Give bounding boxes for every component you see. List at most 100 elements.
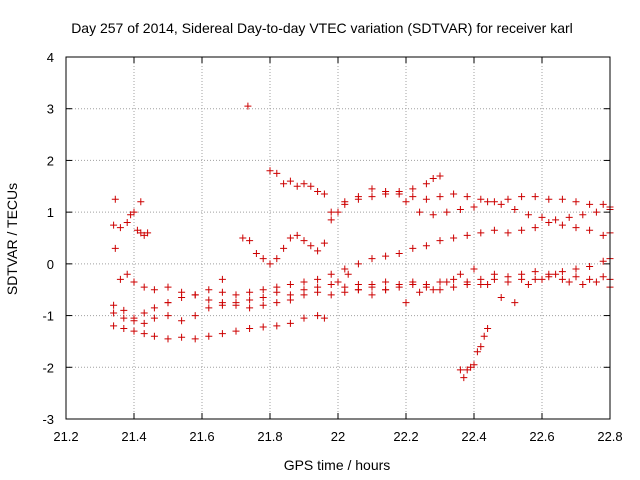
data-point-marker bbox=[436, 172, 444, 180]
data-point-marker bbox=[205, 286, 213, 294]
data-point-marker bbox=[558, 275, 566, 283]
data-point-marker bbox=[218, 288, 226, 296]
data-point-marker bbox=[579, 281, 587, 289]
data-point-marker bbox=[572, 198, 580, 206]
data-point-marker bbox=[191, 335, 199, 343]
series-trace-e bbox=[110, 208, 152, 239]
data-point-marker bbox=[511, 299, 519, 307]
data-point-marker bbox=[599, 273, 607, 281]
data-point-marker bbox=[244, 102, 252, 110]
series-trace-g bbox=[239, 172, 444, 268]
data-point-marker bbox=[460, 374, 468, 382]
data-point-marker bbox=[470, 203, 478, 211]
data-point-marker bbox=[538, 275, 546, 283]
data-point-marker bbox=[273, 299, 281, 307]
data-point-marker bbox=[130, 314, 138, 322]
data-point-marker bbox=[490, 226, 498, 234]
tick-labels: 21.2 21.4 21.6 21.8 22 22.2 22.4 22.6 22.8 -3 -2 -1… bbox=[42, 50, 622, 444]
data-point-marker bbox=[592, 278, 600, 286]
data-point-marker bbox=[205, 296, 213, 304]
data-point-marker bbox=[341, 288, 349, 296]
data-point-marker bbox=[246, 325, 254, 332]
data-point-marker bbox=[286, 296, 294, 304]
data-point-marker bbox=[586, 275, 594, 283]
data-point-marker bbox=[490, 270, 498, 278]
grid bbox=[66, 57, 610, 419]
data-point-marker bbox=[280, 244, 288, 252]
x-tick-label: 22.2 bbox=[393, 429, 418, 444]
data-point-marker bbox=[116, 224, 124, 232]
data-point-marker bbox=[286, 234, 294, 242]
data-point-marker bbox=[416, 288, 424, 296]
data-point-marker bbox=[314, 288, 322, 296]
series-trace-h bbox=[327, 185, 614, 216]
data-point-marker bbox=[477, 229, 485, 237]
data-point-marker bbox=[110, 301, 118, 309]
y-tick-label: 3 bbox=[47, 102, 54, 117]
data-point-marker bbox=[232, 301, 240, 309]
data-point-marker bbox=[273, 322, 281, 330]
data-point-marker bbox=[293, 182, 301, 190]
data-point-marker bbox=[368, 255, 376, 263]
data-point-marker bbox=[140, 283, 148, 291]
data-point-marker bbox=[273, 283, 281, 291]
data-point-marker bbox=[497, 293, 505, 301]
data-point-marker bbox=[314, 275, 322, 283]
y-tick-label: 4 bbox=[47, 50, 54, 65]
data-point-marker bbox=[120, 314, 128, 322]
data-point-marker bbox=[150, 314, 158, 322]
data-point-marker bbox=[531, 268, 539, 276]
data-point-marker bbox=[477, 275, 485, 283]
data-point-marker bbox=[450, 283, 458, 291]
data-point-marker bbox=[205, 332, 213, 340]
data-point-marker bbox=[286, 319, 294, 327]
data-point-marker bbox=[164, 335, 172, 343]
series-trace-a bbox=[110, 273, 614, 327]
data-point-marker bbox=[266, 167, 274, 175]
plot-frame bbox=[65, 56, 611, 420]
data-point-marker bbox=[320, 190, 328, 198]
data-point-marker bbox=[422, 180, 430, 188]
data-point-marker bbox=[327, 270, 335, 278]
data-point-marker bbox=[572, 273, 580, 281]
data-point-marker bbox=[327, 281, 335, 289]
data-point-marker bbox=[579, 211, 587, 219]
series-trace-k bbox=[456, 325, 492, 382]
data-point-marker bbox=[524, 281, 532, 289]
data-point-marker bbox=[344, 270, 352, 278]
x-tick-label: 21.6 bbox=[189, 429, 214, 444]
data-point-marker bbox=[545, 218, 553, 226]
data-point-marker bbox=[368, 185, 376, 193]
data-point-marker bbox=[110, 221, 118, 229]
data-point-marker bbox=[111, 244, 119, 252]
data-point-marker bbox=[354, 286, 362, 294]
series-trace-b bbox=[110, 312, 328, 343]
data-point-marker bbox=[178, 317, 186, 325]
data-point-marker bbox=[144, 229, 152, 237]
data-point-marker bbox=[137, 198, 145, 206]
data-point-marker bbox=[450, 190, 458, 198]
data-point-marker bbox=[504, 195, 512, 203]
data-point-marker bbox=[110, 322, 118, 330]
data-point-marker bbox=[259, 301, 267, 309]
data-point-marker bbox=[178, 288, 186, 296]
y-tick-label: 2 bbox=[47, 153, 54, 168]
data-point-marker bbox=[320, 239, 328, 247]
data-point-marker bbox=[218, 299, 226, 307]
data-point-marker bbox=[286, 177, 294, 185]
data-point-marker bbox=[518, 193, 526, 201]
data-point-marker bbox=[477, 343, 485, 351]
data-point-marker bbox=[286, 281, 294, 289]
data-point-marker bbox=[429, 211, 437, 219]
data-point-marker bbox=[110, 309, 118, 317]
data-point-marker bbox=[130, 278, 138, 286]
data-point-marker bbox=[354, 193, 362, 201]
x-tick-label: 22.4 bbox=[461, 429, 486, 444]
data-point-marker bbox=[586, 262, 594, 270]
data-point-marker bbox=[545, 270, 553, 278]
data-point-marker bbox=[422, 283, 430, 291]
data-point-marker bbox=[436, 278, 444, 286]
data-point-marker bbox=[259, 286, 267, 294]
data-point-marker bbox=[205, 304, 213, 312]
data-point-marker bbox=[429, 175, 437, 183]
